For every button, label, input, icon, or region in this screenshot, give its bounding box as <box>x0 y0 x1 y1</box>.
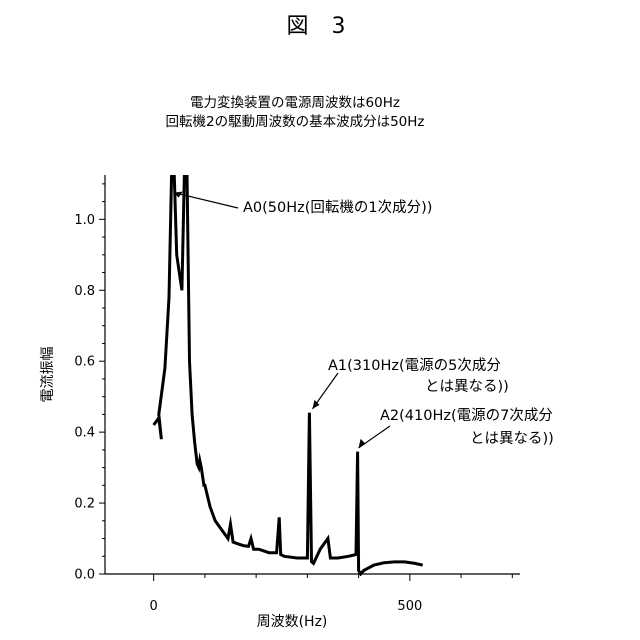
x-tick-label: 500 <box>397 599 422 614</box>
annotation-a1-label: A1(310Hz(電源の5次成分 <box>328 357 501 374</box>
x-tick-label: 0 <box>150 599 158 614</box>
y-tick-label: 0.8 <box>74 284 95 299</box>
y-tick-label: 1.0 <box>74 213 95 228</box>
annotation-a2-label: A2(410Hz(電源の7次成分 <box>380 407 553 424</box>
annotation-a0-label: A0(50Hz(回転機の1次成分)) <box>243 199 432 216</box>
annotation-a1-label-2: とは異なる)) <box>425 378 509 395</box>
annotation-a2-label-2: とは異なる)) <box>470 430 554 447</box>
annotation-a2-arrowhead <box>359 439 366 448</box>
y-tick-label: 0.4 <box>74 426 95 441</box>
x-axis-title: 周波数(Hz) <box>257 614 328 630</box>
y-tick-label: 0.6 <box>74 355 95 370</box>
y-tick-label: 0.0 <box>74 568 95 583</box>
y-tick-label: 0.2 <box>74 497 95 512</box>
y-axis-title: 電流振幅 <box>40 347 56 403</box>
